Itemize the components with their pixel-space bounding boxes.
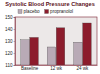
- x-tick: 24 wk: [77, 65, 90, 71]
- x-axis: Baseline 12 wk 24 wk: [16, 65, 98, 71]
- y-tick: 120: [5, 51, 15, 56]
- y-tick-mark: [14, 41, 16, 42]
- y-axis: 110 120 130 140 150: [5, 15, 16, 68]
- y-tick-label: 150: [5, 15, 13, 20]
- legend-swatch: [45, 10, 49, 14]
- y-tick: 130: [5, 39, 15, 44]
- y-tick-label: 130: [5, 39, 13, 44]
- plot: 110 120 130 140 150 Baseline 12 wk 24 wk: [5, 15, 98, 71]
- legend-label: placebo: [24, 9, 41, 14]
- legend-label: propranolol: [50, 9, 73, 14]
- y-tick-mark: [14, 65, 16, 66]
- y-tick-label: 110: [5, 63, 13, 68]
- y-axis-line: [14, 18, 16, 66]
- y-tick-label: 140: [5, 27, 13, 32]
- bar: [56, 28, 65, 65]
- y-tick: 110: [5, 63, 15, 68]
- x-tick: Baseline: [21, 65, 39, 71]
- x-tick-label: Baseline: [21, 66, 39, 71]
- y-tick-mark: [14, 53, 16, 54]
- bar: [74, 42, 83, 65]
- plot-area: [15, 17, 97, 65]
- y-tick-mark: [14, 17, 16, 18]
- y-tick-label: 120: [5, 51, 13, 56]
- y-tick: 150: [5, 15, 15, 20]
- x-tick-label: 24 wk: [77, 66, 90, 71]
- bar: [47, 47, 56, 65]
- legend: placebo propranolol: [18, 9, 73, 14]
- y-tick-mark: [14, 29, 16, 30]
- bars: [21, 23, 92, 65]
- y-tick: 140: [5, 27, 15, 32]
- x-tick-label: 12 wk: [50, 66, 63, 71]
- title: Systolic Blood Pressure Changes: [5, 1, 95, 7]
- legend-swatch: [18, 10, 22, 14]
- bar: [21, 40, 30, 65]
- x-tick: 12 wk: [50, 65, 63, 71]
- bar: [83, 23, 92, 65]
- bar: [30, 37, 39, 65]
- chart: Systolic Blood Pressure Changes placebo pr…: [0, 0, 100, 74]
